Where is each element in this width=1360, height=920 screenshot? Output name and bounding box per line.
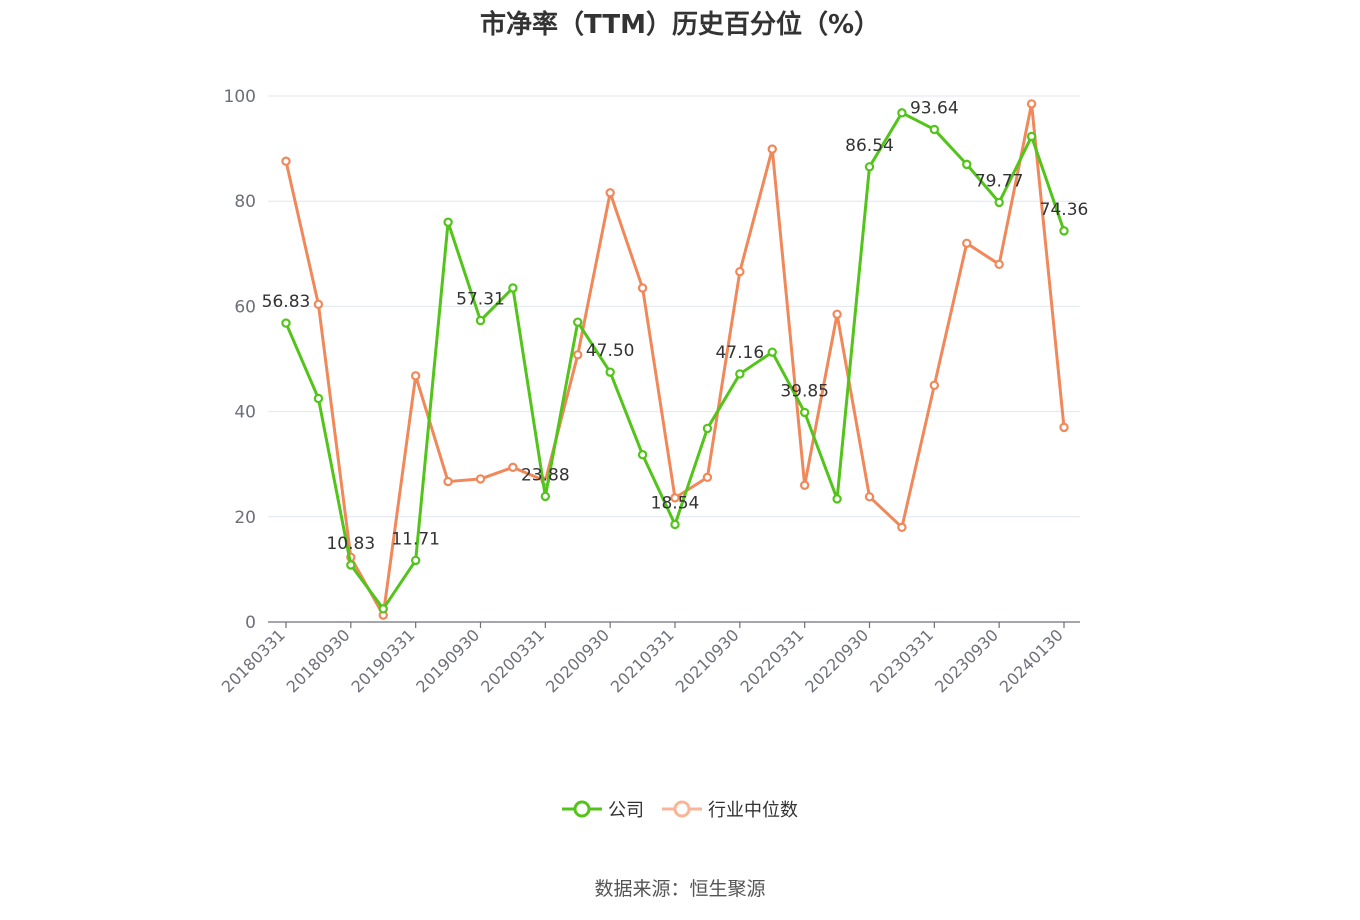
chart-title: 市净率（TTM）历史百分位（%） xyxy=(480,10,880,40)
data-label: 11.71 xyxy=(391,529,440,549)
data-point-0 xyxy=(378,604,388,614)
y-tick-label: 100 xyxy=(224,87,256,107)
data-point-0 xyxy=(832,494,842,504)
data-point-0 xyxy=(767,347,777,357)
data-point-1 xyxy=(313,299,324,309)
data-point-0 xyxy=(637,450,648,460)
data-point-1 xyxy=(605,188,615,198)
data-point-0 xyxy=(929,124,940,135)
legend-label-company: 公司 xyxy=(608,800,644,821)
data-point-1 xyxy=(864,492,875,502)
x-tick-label: 20230930 xyxy=(931,625,1002,696)
data-point-1 xyxy=(1026,99,1037,109)
data-label: 56.83 xyxy=(262,292,311,312)
data-label: 10.83 xyxy=(326,534,375,554)
x-tick-label: 20210930 xyxy=(672,625,743,696)
data-label: 47.16 xyxy=(715,343,764,363)
data-point-0 xyxy=(864,162,875,172)
legend-marker-industry-median xyxy=(662,800,702,818)
source-note: 数据来源：恒生聚源 xyxy=(594,878,766,900)
data-point-0 xyxy=(313,393,324,404)
x-tick-label: 20200331 xyxy=(477,625,548,696)
data-point-0 xyxy=(897,108,907,118)
data-label: 79.77 xyxy=(975,171,1024,191)
x-tick-label: 20220331 xyxy=(736,625,807,696)
data-labels: 56.83 10.83 11.71 57.31 23.88 47.50 18.54 47.16… xyxy=(262,98,1089,554)
data-point-1 xyxy=(735,266,745,277)
y-tick-label: 20 xyxy=(234,508,256,528)
data-label: 47.50 xyxy=(586,341,635,361)
data-label: 18.54 xyxy=(651,493,700,513)
data-point-1 xyxy=(670,493,680,503)
x-tick-label: 20220930 xyxy=(801,625,872,696)
data-point-0 xyxy=(702,423,713,434)
data-point-0 xyxy=(605,367,615,377)
data-point-0 xyxy=(962,159,972,170)
data-label: 57.31 xyxy=(456,290,505,310)
data-label: 39.85 xyxy=(780,381,829,401)
data-point-1 xyxy=(832,309,842,319)
data-label: 86.54 xyxy=(845,136,894,156)
legend-label-industry-median: 行业中位数 xyxy=(708,800,798,821)
x-tick-label: 20200930 xyxy=(542,625,613,696)
x-tick-label: 20230331 xyxy=(866,625,937,696)
data-point-1 xyxy=(767,144,777,154)
data-point-0 xyxy=(540,491,551,502)
data-point-1 xyxy=(994,259,1004,270)
legend-item-company[interactable]: 公司 xyxy=(562,796,644,822)
data-point-1 xyxy=(962,238,972,248)
data-point-0 xyxy=(346,560,356,570)
data-point-1 xyxy=(929,380,940,390)
data-point-0 xyxy=(1059,226,1069,236)
data-point-1 xyxy=(508,462,518,473)
data-point-1 xyxy=(637,283,648,293)
data-point-0 xyxy=(573,317,583,327)
data-point-1 xyxy=(799,480,810,490)
line-chart: 0 20 40 60 80 100 2018033120180930201903312019… xyxy=(218,87,1089,696)
data-point-0 xyxy=(735,369,745,379)
data-point-1 xyxy=(1059,422,1069,433)
series-lines xyxy=(281,99,1069,620)
data-point-0 xyxy=(410,555,421,566)
legend: 公司 行业中位数 xyxy=(0,796,1360,822)
y-tick-label: 80 xyxy=(234,192,256,212)
data-point-1 xyxy=(897,522,907,533)
data-point-0 xyxy=(475,315,486,326)
x-tick-label: 20210331 xyxy=(607,625,678,696)
data-point-0 xyxy=(508,283,518,293)
legend-marker-company xyxy=(562,800,602,818)
data-label: 93.64 xyxy=(910,98,959,118)
data-point-1 xyxy=(410,371,421,381)
y-tick-label: 0 xyxy=(245,613,256,633)
y-tick-label: 60 xyxy=(234,297,256,317)
data-point-1 xyxy=(443,476,453,487)
data-point-0 xyxy=(1026,131,1037,142)
data-point-1 xyxy=(573,350,583,360)
data-label: 23.88 xyxy=(521,465,570,485)
x-tick-label: 20240130 xyxy=(996,625,1067,696)
data-point-0 xyxy=(799,407,810,418)
legend-item-industry-median[interactable]: 行业中位数 xyxy=(662,796,798,822)
data-point-0 xyxy=(994,197,1004,208)
data-point-0 xyxy=(443,217,453,227)
x-tick-label: 20180930 xyxy=(283,625,354,696)
axes: 0 20 40 60 80 100 2018033120180930201903312019… xyxy=(218,87,1080,696)
data-point-0 xyxy=(281,318,291,328)
x-tick-label: 20190930 xyxy=(412,625,483,696)
data-point-1 xyxy=(475,474,486,484)
data-point-1 xyxy=(281,156,291,166)
x-tick-label: 20180331 xyxy=(218,625,289,696)
data-label: 74.36 xyxy=(1040,200,1089,220)
data-point-0 xyxy=(670,519,680,530)
y-tick-label: 40 xyxy=(234,403,256,423)
data-point-1 xyxy=(702,472,713,483)
grid-lines xyxy=(268,95,1080,518)
x-tick-label: 20190331 xyxy=(347,625,418,696)
